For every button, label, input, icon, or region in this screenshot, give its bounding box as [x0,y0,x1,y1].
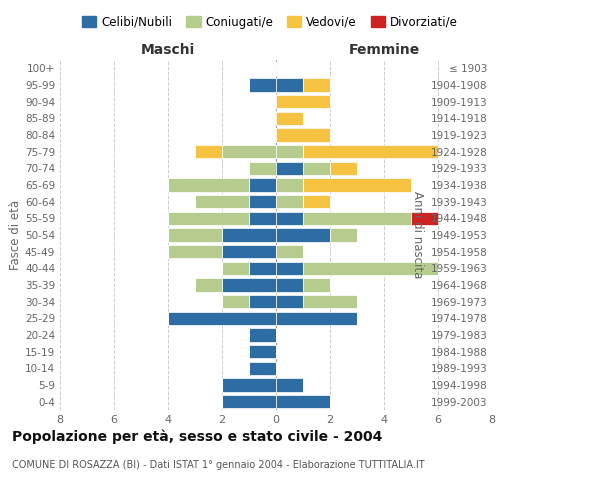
Bar [168,178,249,192]
Bar [222,145,276,158]
Bar [276,312,357,325]
Bar [276,145,303,158]
Bar [276,195,303,208]
Bar [249,345,276,358]
Text: Femmine: Femmine [349,42,419,56]
Bar [303,278,330,291]
Bar [276,395,330,408]
Bar [276,212,303,225]
Bar [276,245,303,258]
Bar [168,212,249,225]
Bar [276,112,303,125]
Text: COMUNE DI ROSAZZA (BI) - Dati ISTAT 1° gennaio 2004 - Elaborazione TUTTITALIA.IT: COMUNE DI ROSAZZA (BI) - Dati ISTAT 1° g… [12,460,425,470]
Bar [276,228,330,241]
Bar [276,295,303,308]
Bar [222,278,276,291]
Bar [249,178,276,192]
Bar [330,162,357,175]
Bar [195,278,222,291]
Bar [303,212,411,225]
Bar [303,78,330,92]
Bar [222,262,249,275]
Text: Popolazione per età, sesso e stato civile - 2004: Popolazione per età, sesso e stato civil… [12,430,382,444]
Bar [168,312,276,325]
Bar [195,195,249,208]
Text: Maschi: Maschi [141,42,195,56]
Y-axis label: Anni di nascita: Anni di nascita [411,192,424,278]
Bar [222,228,276,241]
Legend: Celibi/Nubili, Coniugati/e, Vedovi/e, Divorziati/e: Celibi/Nubili, Coniugati/e, Vedovi/e, Di… [77,11,463,34]
Bar [411,212,438,225]
Bar [249,78,276,92]
Bar [276,162,303,175]
Bar [303,162,330,175]
Bar [222,295,249,308]
Bar [276,128,330,141]
Bar [276,278,303,291]
Bar [249,295,276,308]
Bar [222,378,276,392]
Bar [249,262,276,275]
Bar [330,228,357,241]
Bar [276,378,303,392]
Bar [303,295,357,308]
Bar [276,78,303,92]
Bar [303,262,438,275]
Bar [195,145,222,158]
Bar [222,245,276,258]
Bar [168,245,222,258]
Bar [249,212,276,225]
Bar [303,145,438,158]
Bar [276,262,303,275]
Bar [249,328,276,342]
Bar [303,178,411,192]
Bar [249,195,276,208]
Bar [249,162,276,175]
Bar [249,362,276,375]
Bar [222,395,276,408]
Bar [303,195,330,208]
Y-axis label: Fasce di età: Fasce di età [9,200,22,270]
Bar [276,178,303,192]
Bar [168,228,222,241]
Bar [276,95,330,108]
